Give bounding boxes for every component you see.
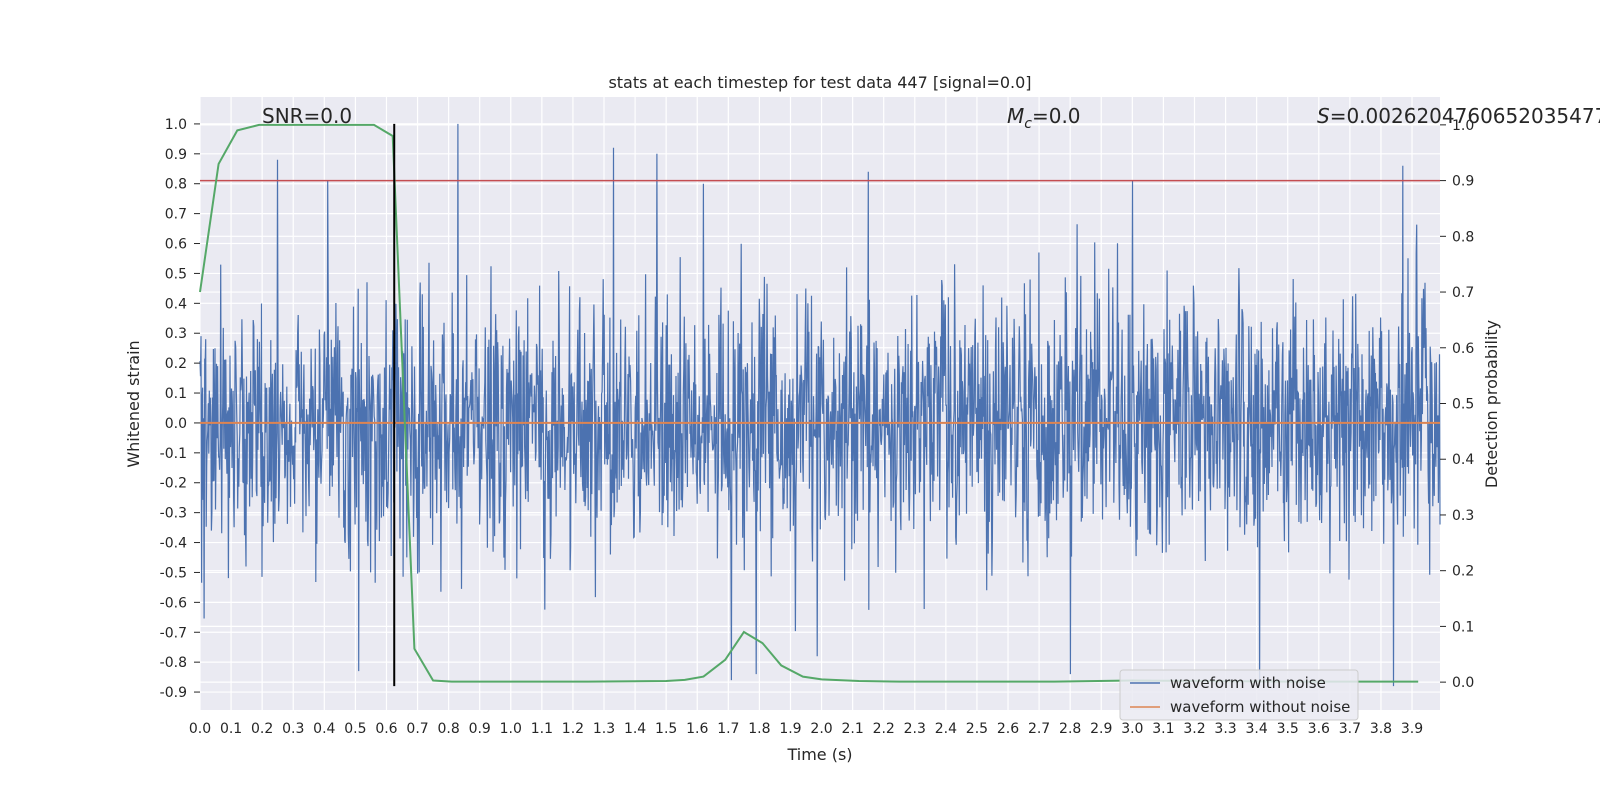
- mc-subscript: c: [1024, 116, 1032, 132]
- mc-value: =0.0: [1032, 104, 1081, 128]
- series-waveform-with-noise: [199, 123, 1441, 687]
- y2-tick-label: 0.8: [1452, 229, 1474, 245]
- x-tick-label: 3.2: [1183, 721, 1205, 737]
- y2-axis-label: Detection probability: [1482, 320, 1501, 488]
- x-tick-label: 0.9: [469, 721, 491, 737]
- y-tick-label: 0.0: [165, 416, 187, 432]
- y-tick-label: -0.3: [160, 506, 187, 522]
- snr-annotation: SNR=0.0: [262, 104, 352, 128]
- x-tick-label: 2.1: [841, 721, 863, 737]
- y2-tick-label: 0.5: [1452, 397, 1474, 413]
- series-detection-probability: [199, 123, 1419, 683]
- y-tick-label: -0.2: [160, 476, 187, 492]
- x-tick-label: 2.8: [1059, 721, 1081, 737]
- y-axis-label: Whitened strain: [124, 340, 143, 467]
- x-tick-label: 0.7: [406, 721, 428, 737]
- x-tick-label: 2.2: [873, 721, 895, 737]
- x-tick-label: 2.6: [997, 721, 1019, 737]
- x-tick-label: 2.5: [966, 721, 988, 737]
- x-tick-label: 1.3: [593, 721, 615, 737]
- x-tick-label: 3.3: [1214, 721, 1236, 737]
- chart-title: stats at each timestep for test data 447…: [608, 73, 1031, 92]
- y-tick-label: -0.9: [160, 685, 187, 701]
- x-tick-label: 0.4: [313, 721, 335, 737]
- x-tick-label: 1.0: [500, 721, 522, 737]
- y-tick-label: -0.6: [160, 595, 187, 611]
- x-tick-label: 1.4: [624, 721, 646, 737]
- y2-tick-label: 1.0: [1452, 118, 1474, 134]
- x-tick-label: 0.5: [344, 721, 366, 737]
- x-tick-label: 2.7: [1028, 721, 1050, 737]
- legend-box: [1119, 669, 1359, 721]
- y-tick-label: 0.4: [165, 296, 187, 312]
- x-tick-label: 0.6: [375, 721, 397, 737]
- y2-tick-label: 0.7: [1452, 285, 1474, 301]
- x-tick-label: 1.1: [531, 721, 553, 737]
- x-tick-label: 0.1: [220, 721, 242, 737]
- legend-label-noise: waveform with noise: [1170, 674, 1326, 692]
- x-tick-label: 2.9: [1090, 721, 1112, 737]
- y2-tick-label: 0.9: [1452, 174, 1474, 190]
- x-tick-label: 0.0: [189, 721, 211, 737]
- y2-tick-label: 0.1: [1452, 619, 1474, 635]
- y-tick-label: -0.4: [160, 536, 187, 552]
- s-symbol: S: [1317, 104, 1330, 128]
- x-tick-label: 1.6: [686, 721, 708, 737]
- y-tick-label: -0.1: [160, 446, 187, 462]
- probability-trace: [199, 123, 1419, 683]
- x-tick-label: 0.3: [282, 721, 304, 737]
- y-tick-label: 0.3: [165, 326, 187, 342]
- x-tick-label: 1.2: [562, 721, 584, 737]
- y-tick-label: 0.5: [165, 266, 187, 282]
- x-tick-label: 3.9: [1401, 721, 1423, 737]
- x-tick-label: 1.5: [655, 721, 677, 737]
- x-tick-label: 3.0: [1121, 721, 1143, 737]
- y2-tick-label: 0.4: [1452, 452, 1474, 468]
- x-tick-label: 2.3: [904, 721, 926, 737]
- legend: waveform with noise waveform without noi…: [1119, 669, 1359, 721]
- x-tick-label: 0.2: [251, 721, 273, 737]
- x-tick-label: 3.1: [1152, 721, 1174, 737]
- x-tick-label: 3.4: [1246, 721, 1268, 737]
- x-tick-label: 0.8: [437, 721, 459, 737]
- s-value: =0.0026204760652035477: [1330, 104, 1600, 128]
- x-tick-label: 1.8: [748, 721, 770, 737]
- x-tick-label: 2.4: [935, 721, 957, 737]
- y-tick-label: 0.7: [165, 207, 187, 223]
- y-tick-label: 0.8: [165, 177, 187, 193]
- x-tick-label: 3.6: [1308, 721, 1330, 737]
- s-annotation: S=0.0026204760652035477: [1317, 104, 1600, 128]
- y2-tick-label: 0.0: [1452, 675, 1474, 691]
- legend-label-clean: waveform without noise: [1170, 698, 1350, 716]
- y2-tick-label: 0.6: [1452, 341, 1474, 357]
- y-tick-label: -0.5: [160, 565, 187, 581]
- y-tick-label: 0.2: [165, 356, 187, 372]
- mc-symbol: M: [1007, 104, 1024, 128]
- noise-trace: [199, 123, 1441, 687]
- y-tick-label: 1.0: [165, 117, 187, 133]
- y2-tick-label: 0.3: [1452, 508, 1474, 524]
- y-tick-labels: 1.0 0.9 0.8 0.7 0.6 0.5 0.4 0.3 0.2 0.1 0.0 -0.1 -0.…: [160, 117, 200, 701]
- y-tick-label: -0.7: [160, 625, 187, 641]
- x-axis-label: Time (s): [786, 745, 852, 764]
- x-tick-label: 3.8: [1370, 721, 1392, 737]
- x-tick-label: 1.9: [779, 721, 801, 737]
- x-tick-label: 1.7: [717, 721, 739, 737]
- y-tick-label: 0.1: [165, 386, 187, 402]
- y-tick-label: -0.8: [160, 655, 187, 671]
- y-tick-label: 0.9: [165, 147, 187, 163]
- x-tick-label: 3.5: [1277, 721, 1299, 737]
- y-tick-label: 0.6: [165, 237, 187, 253]
- x-tick-labels: 0.0 0.1 0.2 0.3 0.4 0.5 0.6 0.7 0.8 0.9 1.0 1.1 1.2 1…: [189, 721, 1423, 737]
- y2-tick-labels: 1.0 0.9 0.8 0.7 0.6 0.5 0.4 0.3 0.2 0.1 0.0: [1440, 118, 1474, 691]
- x-tick-label: 3.7: [1339, 721, 1361, 737]
- x-tick-label: 2.0: [810, 721, 832, 737]
- mc-annotation: Mc=0.0: [1007, 104, 1081, 132]
- y2-tick-label: 0.2: [1452, 564, 1474, 580]
